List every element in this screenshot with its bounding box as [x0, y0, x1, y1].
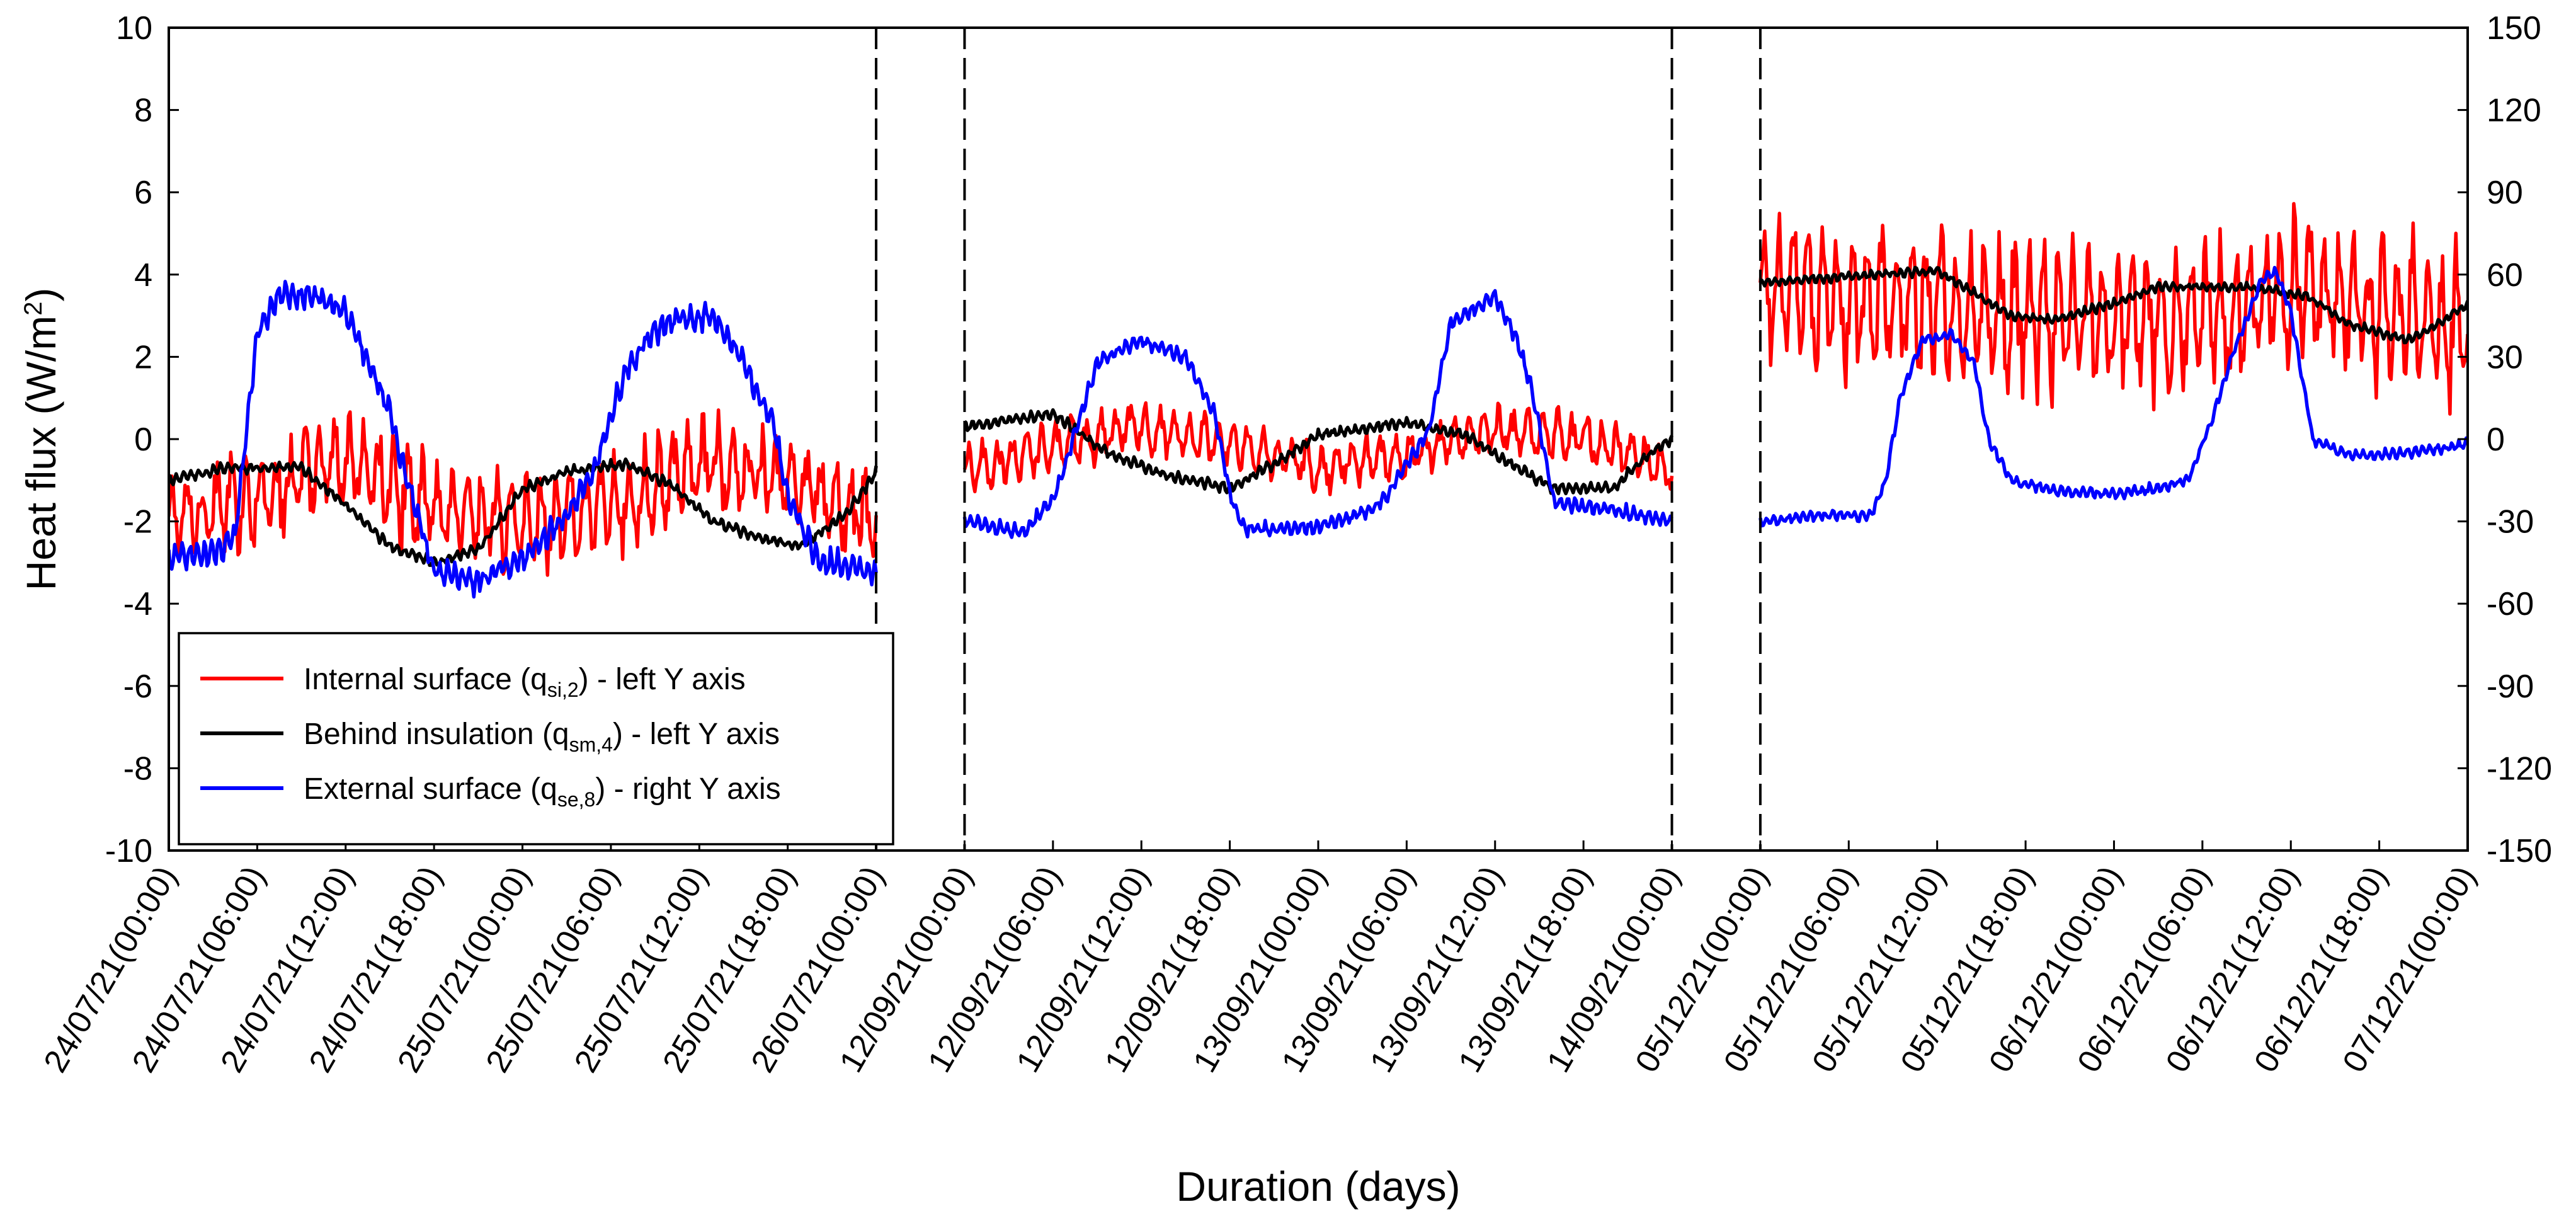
right-y-tick-label: -150 — [2487, 833, 2552, 869]
series-line-behind-seg2 — [963, 408, 1674, 496]
legend-label-external-sub: se,8 — [557, 788, 595, 811]
legend-label-behind-sub: sm,4 — [569, 733, 613, 756]
right-y-tick-label: -90 — [2487, 668, 2534, 705]
x-axis-title: Duration (days) — [1176, 1163, 1460, 1210]
left-y-tick-label: -8 — [123, 750, 152, 787]
left-y-tick-label: 10 — [116, 10, 152, 47]
legend-label-behind: Behind insulation (qsm,4) - left Y axis — [304, 718, 780, 756]
legend-label-external-pre: External surface (q — [304, 772, 557, 806]
right-y-tick-label: -60 — [2487, 586, 2534, 622]
legend-label-behind-pre: Behind insulation (q — [304, 718, 569, 751]
right-y-tick-label: 30 — [2487, 339, 2523, 375]
y-axis-title-sup: 2 — [20, 302, 47, 316]
right-y-tick-label: 90 — [2487, 175, 2523, 211]
series-line-external-seg3 — [1758, 265, 2468, 528]
legend-label-internal-pre: Internal surface (q — [304, 663, 547, 696]
right-y-tick-label: 0 — [2487, 421, 2505, 458]
series-line-external-seg1 — [169, 280, 878, 599]
series-line-internal-seg3 — [1758, 202, 2468, 416]
legend-box — [178, 632, 894, 845]
legend-label-internal-sub: si,2 — [547, 679, 579, 701]
legend-label-internal-post: ) - left Y axis — [579, 663, 746, 696]
legend: Internal surface (qsi,2) - left Y axis B… — [178, 632, 894, 845]
legend-label-external: External surface (qse,8) - right Y axis — [304, 772, 781, 811]
left-y-tick-label: 8 — [134, 93, 152, 129]
left-y-tick-label: 4 — [134, 257, 152, 294]
y-axis-title: Heat flux (W/m2) — [18, 288, 64, 591]
left-y-tick-label: 6 — [134, 175, 152, 211]
y-axis-title-text: Heat flux (W/m — [18, 316, 64, 590]
series-line-behind-seg3 — [1759, 265, 2468, 345]
series-line-internal-seg1 — [169, 408, 878, 577]
legend-label-internal: Internal surface (qsi,2) - left Y axis — [304, 663, 746, 701]
right-y-tick-label: 120 — [2487, 93, 2541, 129]
y-axis-title-close: ) — [18, 288, 64, 302]
right-y-tick-label: -30 — [2487, 504, 2534, 541]
legend-label-external-post: ) - right Y axis — [595, 772, 780, 806]
left-y-tick-label: -2 — [123, 504, 152, 541]
right-y-tick-label: 150 — [2487, 10, 2541, 47]
left-y-tick-label: 0 — [134, 421, 152, 458]
series-line-behind-seg1 — [169, 457, 878, 567]
series-line-external-seg2 — [962, 289, 1673, 539]
left-y-tick-label: -4 — [123, 586, 152, 622]
left-y-tick-label: -6 — [123, 668, 152, 705]
right-y-tick-label: 60 — [2487, 257, 2523, 294]
right-y-tick-label: -120 — [2487, 750, 2552, 787]
legend-label-behind-post: ) - left Y axis — [613, 718, 780, 751]
left-y-tick-label: -10 — [105, 833, 152, 869]
left-y-tick-label: 2 — [134, 339, 152, 375]
